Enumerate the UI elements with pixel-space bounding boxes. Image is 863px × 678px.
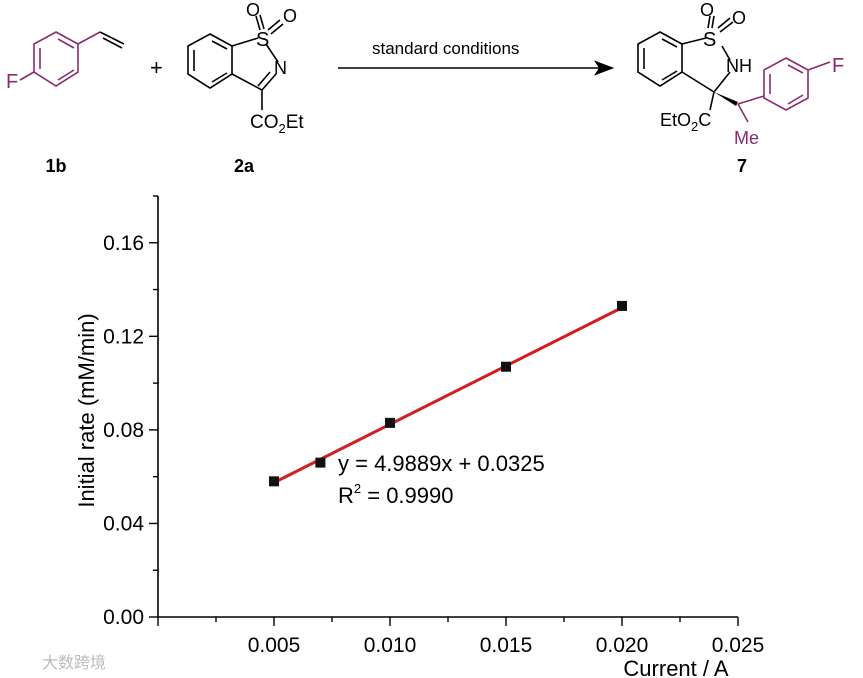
compound-label-7: 7 [737,156,747,176]
styrene-ring [19,31,101,87]
oxo-atom-2a-1: O [246,0,260,20]
x-tick-label: 0.010 [364,634,417,657]
x-tick-label: 0.025 [712,634,765,657]
y-axis-title: Initial rate (mM/min) [74,313,99,507]
compound-label-2a: 2a [234,156,255,176]
r-squared: R2 = 0.9990 [338,481,454,508]
data-point [501,361,511,372]
x-tick-label: 0.020 [596,634,649,657]
sulfur-atom-2a: S [256,29,269,51]
arrow-head [593,60,615,76]
y-tick-label: 0.12 [103,325,144,348]
product-aryl [737,57,831,123]
compound-label-1b: 1b [45,156,66,176]
product-core [637,15,734,111]
amine-atom-7: NH [726,56,752,76]
data-points [269,300,627,487]
methyl-label-7: Me [734,128,759,148]
x-tick-label: 0.015 [480,634,533,657]
plus-sign: + [150,55,163,80]
watermark: 大数跨境 [42,653,106,672]
ester-label-2a: CO2Et [250,112,304,136]
benzisothiazole [187,14,284,110]
y-axis-ticks: 0.00 0.04 0.08 0.12 0.16 [103,195,158,629]
y-tick-label: 0.08 [103,419,144,442]
vinyl-bond [99,31,125,45]
fluoro-atom-1b: F [6,71,18,93]
chart-axes [157,196,738,618]
x-tick-label: 0.005 [248,634,301,657]
y-tick-label: 0.16 [103,232,144,255]
fit-line [273,306,623,484]
y-tick-label: 0.00 [103,606,144,629]
scheme-bonds [19,14,831,123]
data-point [269,476,279,487]
reaction-scheme: F + S O O N CO2Et standard conditions S … [6,0,844,176]
x-axis-ticks: 0.005 0.010 0.015 0.020 0.025 [157,617,765,657]
fit-equation: y = 4.9889x + 0.0325 [338,451,545,476]
oxo-atom-7-2: O [732,8,746,28]
nitrogen-atom-2a: N [274,58,287,78]
x-axis-title: Current / A [623,656,728,678]
ester-label-7: EtO2C [660,110,711,134]
oxo-atom-7-1: O [700,0,714,20]
data-point [315,457,326,468]
data-point [617,300,627,311]
data-point [385,417,395,428]
fluoro-atom-7: F [832,55,844,77]
wedge-bond [714,92,738,106]
y-tick-label: 0.04 [103,512,144,535]
arrow-label: standard conditions [372,39,519,58]
oxo-atom-2a-2: O [283,6,297,26]
sulfur-atom-7: S [703,29,716,51]
